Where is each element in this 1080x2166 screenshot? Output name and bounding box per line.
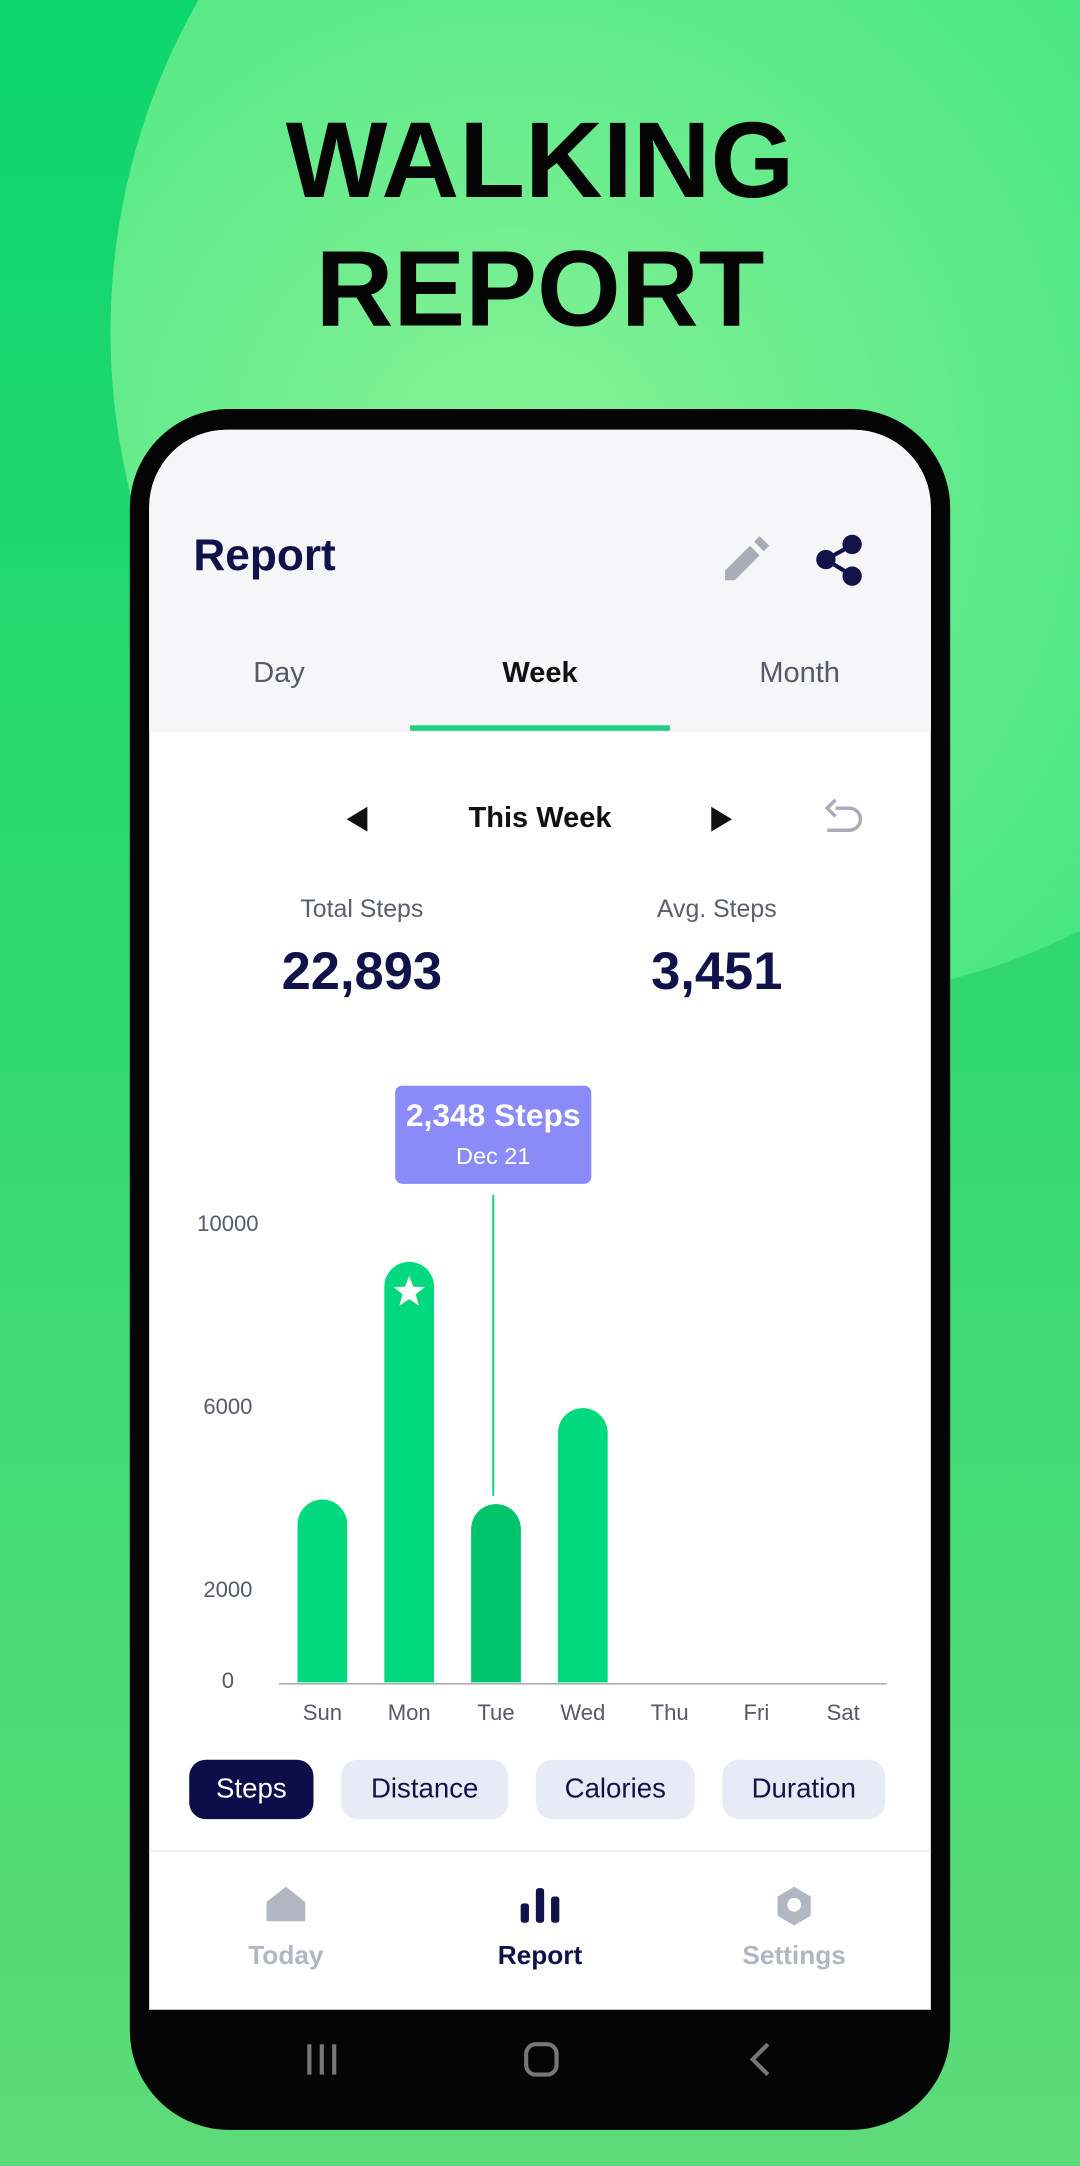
edit-button[interactable] (725, 536, 770, 581)
bar[interactable] (557, 1408, 608, 1683)
stat-label: Total Steps (300, 896, 423, 923)
x-tick-label: Wed (560, 1700, 605, 1725)
bar[interactable] (384, 1261, 435, 1683)
metric-chip[interactable] (189, 1759, 314, 1820)
metric-chip-label[interactable]: Steps (216, 1772, 287, 1803)
reset-button[interactable] (824, 798, 863, 832)
nav-label[interactable]: Report (498, 1940, 583, 1970)
stat-value: 22,893 (282, 942, 442, 1001)
best-day-star (393, 1275, 425, 1306)
tooltip-subtitle: Dec 21 (456, 1143, 530, 1169)
tab[interactable]: Month (759, 657, 840, 689)
nav-label[interactable]: Settings (742, 1940, 845, 1970)
y-tick-label: 6000 (203, 1394, 252, 1419)
headline: REPORT (316, 228, 765, 349)
period-label: This Week (469, 802, 613, 834)
x-tick-label: Tue (477, 1700, 514, 1725)
tooltip (395, 1085, 592, 1184)
settings-icon[interactable] (777, 1886, 811, 1926)
metric-chip-label[interactable]: Calories (565, 1772, 666, 1803)
x-tick-label: Sat (827, 1700, 860, 1725)
metric-chip-label[interactable]: Duration (752, 1772, 856, 1803)
x-tick-label: Fri (744, 1700, 770, 1725)
next-button[interactable] (711, 806, 732, 832)
x-tick-label: Mon (388, 1700, 431, 1725)
tab-indicator (410, 725, 670, 731)
metric-chip-label[interactable]: Distance (371, 1772, 478, 1803)
x-tick-label: Thu (651, 1700, 689, 1725)
system-nav (307, 2042, 770, 2077)
metric-chips: Steps Distance Calories Duration (189, 1759, 886, 1820)
chart: 0 2000 6000 10000 Sun Mon Tue Wed Thu Fri Sat 2,348… (197, 1085, 887, 1725)
today-icon[interactable] (266, 1886, 306, 1922)
stat-value: 3,451 (651, 942, 782, 1001)
nav-label[interactable]: Today (248, 1940, 324, 1970)
share-button[interactable] (816, 534, 862, 586)
y-tick-label: 10000 (197, 1211, 258, 1236)
tooltip-title: 2,348 Steps (406, 1097, 581, 1133)
bar[interactable] (297, 1499, 348, 1683)
back-button[interactable] (749, 2042, 770, 2077)
home-button[interactable] (524, 2042, 559, 2077)
metric-chip[interactable] (341, 1759, 509, 1820)
recents-button[interactable] (307, 2044, 337, 2075)
prev-button[interactable] (346, 806, 368, 832)
y-tick-label: 0 (222, 1668, 234, 1693)
tab-active[interactable]: Week (502, 657, 578, 689)
app-header (149, 429, 931, 733)
x-tick-label: Sun (303, 1700, 342, 1725)
stat-label: Avg. Steps (657, 896, 777, 923)
metric-chip[interactable] (535, 1759, 695, 1820)
tab[interactable]: Day (253, 657, 305, 689)
report-icon[interactable] (520, 1888, 560, 1923)
app-title: Report (193, 531, 336, 580)
bar[interactable] (471, 1504, 521, 1683)
headline: WALKING (286, 99, 795, 220)
y-tick-label: 2000 (203, 1577, 252, 1602)
metric-chip[interactable] (722, 1759, 886, 1820)
